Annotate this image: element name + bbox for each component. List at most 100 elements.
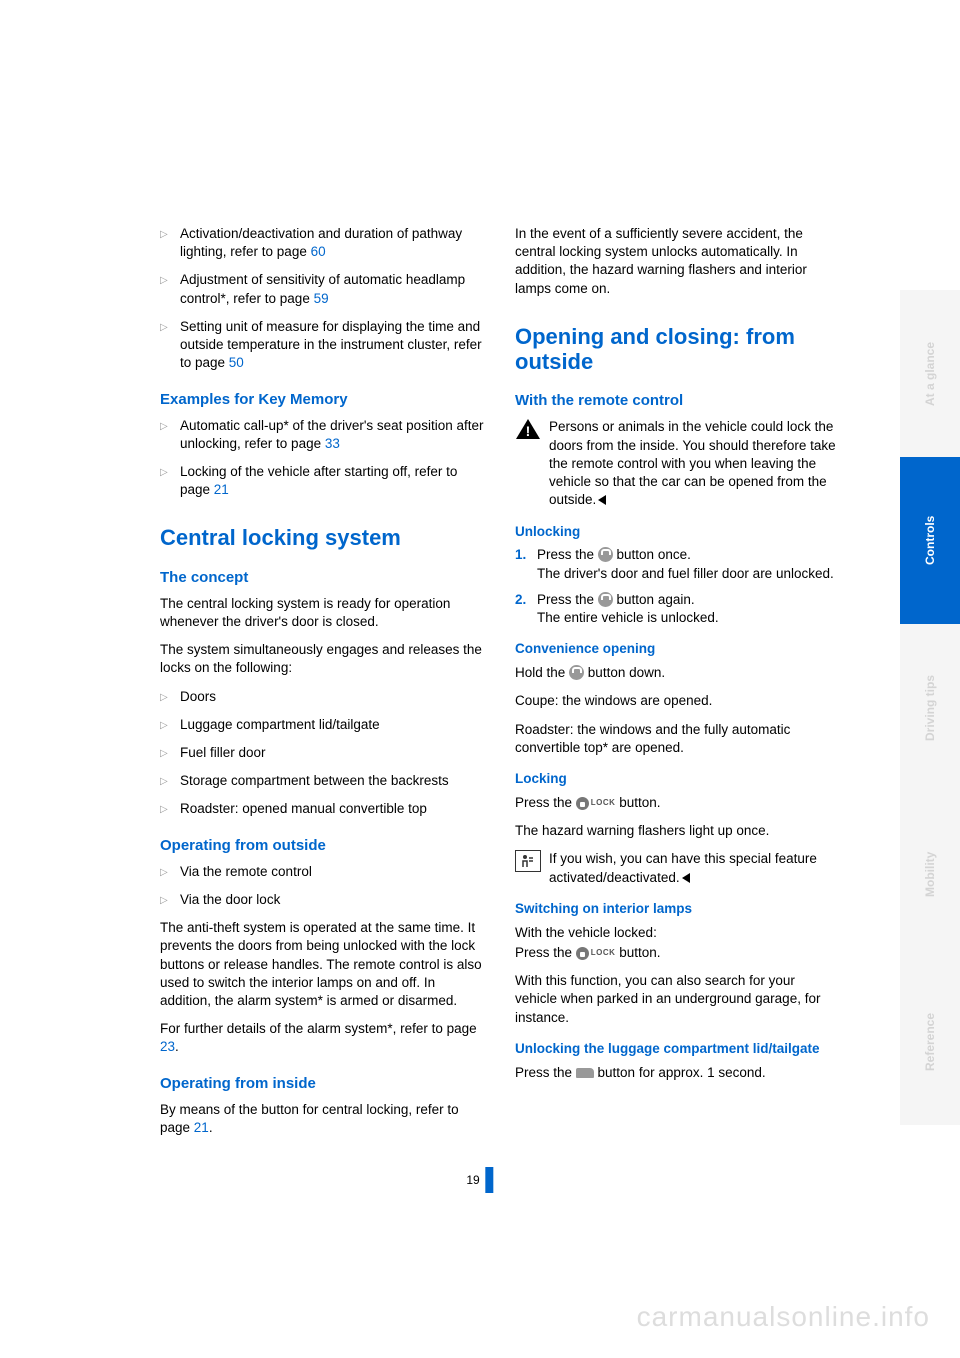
heading-interior-lamps: Switching on interior lamps [515, 901, 840, 918]
bullet-icon: ▷ [160, 772, 180, 790]
list-item: ▷ Activation/deactivation and duration o… [160, 225, 485, 261]
paragraph: By means of the button for central locki… [160, 1101, 485, 1137]
heading-key-memory: Examples for Key Memory [160, 391, 485, 409]
heading-operating-inside: Operating from inside [160, 1075, 485, 1093]
paragraph: For further details of the alarm system*… [160, 1020, 485, 1056]
tab-controls[interactable]: Controls [900, 457, 960, 624]
list-item: ▷Fuel filler door [160, 744, 485, 762]
paragraph: The hazard warning flashers light up onc… [515, 822, 840, 840]
warning-note: ! Persons or animals in the vehicle coul… [515, 418, 840, 509]
page-ref[interactable]: 33 [325, 436, 340, 451]
bullet-text: Storage compartment between the backrest… [180, 772, 485, 790]
list-item: ▷ Automatic call-up* of the driver's sea… [160, 417, 485, 453]
bullet-icon: ▷ [160, 225, 180, 261]
lock-icon: LOCK [576, 947, 616, 960]
numbered-step: 1. Press the button once.The driver's do… [515, 546, 840, 582]
unlock-icon [569, 665, 584, 680]
tab-at-a-glance[interactable]: At a glance [900, 290, 960, 457]
bullet-text: Via the door lock [180, 891, 485, 909]
heading-central-locking: Central locking system [160, 525, 485, 550]
step-number: 1. [515, 546, 537, 582]
bullet-icon: ▷ [160, 744, 180, 762]
bullet-text: Adjustment of sensitivity of automatic h… [180, 271, 485, 307]
bullet-icon: ▷ [160, 417, 180, 453]
paragraph: With this function, you can also search … [515, 972, 840, 1027]
info-text: If you wish, you can have this special f… [549, 850, 840, 886]
list-item: ▷Roadster: opened manual convertible top [160, 800, 485, 818]
info-note: If you wish, you can have this special f… [515, 850, 840, 886]
bullet-text: Luggage compartment lid/tailgate [180, 716, 485, 734]
end-mark-icon [598, 495, 606, 505]
page-ref[interactable]: 21 [214, 482, 229, 497]
bullet-text: Automatic call-up* of the driver's seat … [180, 417, 485, 453]
list-item: ▷ Locking of the vehicle after starting … [160, 463, 485, 499]
paragraph: Press the button for approx. 1 second. [515, 1064, 840, 1082]
step-number: 2. [515, 591, 537, 627]
bullet-icon: ▷ [160, 863, 180, 881]
bullet-icon: ▷ [160, 463, 180, 499]
two-column-layout: ▷ Activation/deactivation and duration o… [160, 225, 840, 1147]
bullet-text: Locking of the vehicle after starting of… [180, 463, 485, 499]
manual-page: ▷ Activation/deactivation and duration o… [0, 0, 880, 1358]
bullet-text: Via the remote control [180, 863, 485, 881]
end-mark-icon [682, 873, 690, 883]
paragraph: The system simultaneously engages and re… [160, 641, 485, 677]
list-item: ▷ Setting unit of measure for displaying… [160, 318, 485, 373]
tab-mobility[interactable]: Mobility [900, 791, 960, 958]
trunk-icon [576, 1068, 594, 1078]
paragraph: In the event of a sufficiently severe ac… [515, 225, 840, 298]
numbered-step: 2. Press the button again.The entire veh… [515, 591, 840, 627]
heading-luggage: Unlocking the luggage compartment lid/ta… [515, 1041, 840, 1058]
warning-text: Persons or animals in the vehicle could … [549, 418, 840, 509]
paragraph: Hold the button down. [515, 664, 840, 682]
bullet-icon: ▷ [160, 318, 180, 373]
bullet-icon: ▷ [160, 271, 180, 307]
page-ref[interactable]: 21 [194, 1120, 209, 1135]
list-item: ▷Luggage compartment lid/tailgate [160, 716, 485, 734]
list-item: ▷Via the remote control [160, 863, 485, 881]
heading-opening-closing: Opening and closing: from outside [515, 324, 840, 375]
heading-convenience: Convenience opening [515, 641, 840, 658]
paragraph: With the vehicle locked: [515, 924, 840, 942]
list-item: ▷Storage compartment between the backres… [160, 772, 485, 790]
paragraph: Press the LOCK button. [515, 794, 840, 812]
page-ref[interactable]: 59 [314, 291, 329, 306]
dealer-icon [515, 850, 549, 886]
list-item: ▷Doors [160, 688, 485, 706]
warning-icon: ! [515, 418, 549, 509]
unlock-icon [598, 547, 613, 562]
page-ref[interactable]: 50 [229, 355, 244, 370]
paragraph: The anti-theft system is operated at the… [160, 919, 485, 1010]
side-tabs: At a glance Controls Driving tips Mobili… [900, 290, 960, 1125]
heading-unlocking: Unlocking [515, 524, 840, 541]
watermark: carmanualsonline.info [637, 1301, 930, 1333]
paragraph: Roadster: the windows and the fully auto… [515, 721, 840, 757]
step-text: Press the button once.The driver's door … [537, 546, 840, 582]
page-number: 19 [466, 1167, 493, 1193]
bullet-text: Setting unit of measure for displaying t… [180, 318, 485, 373]
right-column: In the event of a sufficiently severe ac… [515, 225, 840, 1147]
page-ref[interactable]: 60 [311, 244, 326, 259]
paragraph: Coupe: the windows are opened. [515, 692, 840, 710]
step-text: Press the button again.The entire vehicl… [537, 591, 840, 627]
paragraph: The central locking system is ready for … [160, 595, 485, 631]
bullet-icon: ▷ [160, 688, 180, 706]
left-column: ▷ Activation/deactivation and duration o… [160, 225, 485, 1147]
list-item: ▷Via the door lock [160, 891, 485, 909]
tab-driving-tips[interactable]: Driving tips [900, 624, 960, 791]
heading-remote-control: With the remote control [515, 392, 840, 410]
bullet-text: Doors [180, 688, 485, 706]
tab-reference[interactable]: Reference [900, 958, 960, 1125]
bullet-icon: ▷ [160, 891, 180, 909]
paragraph: Press the LOCK button. [515, 944, 840, 962]
page-number-accent [486, 1167, 494, 1193]
unlock-icon [598, 592, 613, 607]
heading-locking: Locking [515, 771, 840, 788]
heading-operating-outside: Operating from outside [160, 837, 485, 855]
bullet-icon: ▷ [160, 800, 180, 818]
list-item: ▷ Adjustment of sensitivity of automatic… [160, 271, 485, 307]
page-ref[interactable]: 23 [160, 1039, 175, 1054]
bullet-icon: ▷ [160, 716, 180, 734]
bullet-text: Activation/deactivation and duration of … [180, 225, 485, 261]
heading-concept: The concept [160, 569, 485, 587]
